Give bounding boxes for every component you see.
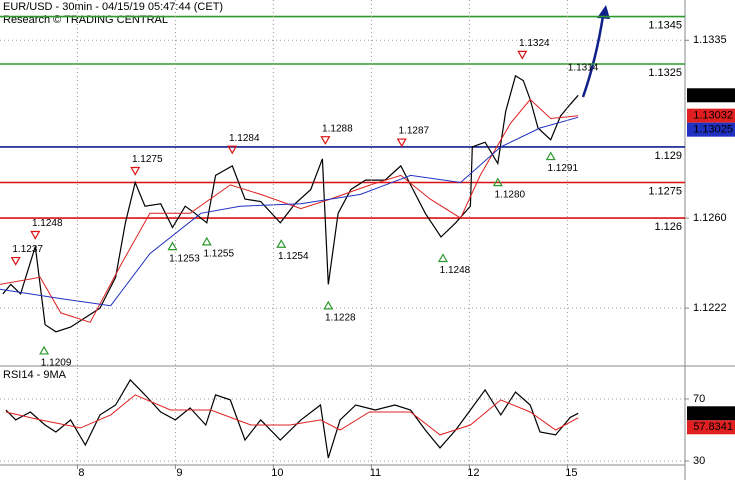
price-label: 1.1314 [568,63,599,74]
last-value-label: 60.7474 [693,407,733,419]
high-label: 1.1287 [398,126,429,137]
rsi-title: RSI14 - 9MA [3,369,67,381]
series-line [5,394,579,436]
last-value-label: 1.13118 [694,89,733,101]
y-tick-label: 1.1335 [693,34,727,46]
arrow-shaft [581,15,605,98]
high-label: 1.1275 [132,154,163,165]
low-marker [201,236,212,246]
x-tick-label: 11 [370,467,381,479]
low-label: 1.1254 [278,251,309,262]
low-marker [492,177,503,187]
level-label: 1.129 [654,150,682,162]
y-tick-label: 30 [693,455,705,467]
series-line [0,116,579,307]
low-label: 1.1280 [495,189,526,200]
low-label: 1.1291 [547,163,578,174]
last-value-box [687,108,735,123]
level-label: 1.126 [654,221,682,233]
high-marker [396,138,407,148]
series-line [0,98,579,323]
x-tick-label: 10 [271,467,283,479]
x-tick-label: 9 [176,467,182,479]
level-label: 1.1345 [648,19,682,31]
chart-subtitle: Research © TRADING CENTRAL [3,14,168,26]
high-marker [227,145,238,155]
x-tick-label: 15 [565,467,577,479]
low-marker [39,345,50,355]
x-tick-label: 12 [467,467,479,479]
low-marker [276,239,287,248]
last-value-box [687,420,735,435]
low-label: 1.1255 [203,249,234,260]
high-label: 1.1284 [229,133,260,144]
forecast-arrow [581,5,610,98]
series-line [2,74,579,333]
y-tick-label: 1.1260 [693,212,727,224]
low-marker [167,241,178,251]
chart-title: EUR/USD - 30min - 04/15/19 05:47:44 (CET… [3,1,223,13]
level-label: 1.1325 [648,67,682,79]
low-marker [437,253,448,263]
low-marker [323,300,334,310]
high-marker [30,230,41,240]
last-value-box [687,406,735,421]
level-label: 1.1275 [648,185,682,197]
high-label: 1.1248 [32,218,63,229]
high-label: 1.1237 [12,244,43,255]
y-tick-label: 70 [693,393,705,405]
low-label: 1.1253 [169,253,200,264]
low-label: 1.1228 [325,313,356,324]
arrow-head [597,5,610,19]
last-value-label: 1.13025 [693,124,733,136]
low-label: 1.1209 [41,358,72,369]
high-marker [517,50,528,60]
y-tick-label: 1.1222 [693,302,727,314]
low-label: 1.1248 [440,265,471,276]
last-value-label: 57.8341 [693,421,733,433]
high-label: 1.1288 [322,123,353,134]
series-line [5,378,579,459]
high-marker [10,256,21,266]
last-value-box [687,88,735,103]
high-marker [320,136,331,145]
high-marker [130,166,141,176]
x-tick-label: 8 [78,467,84,479]
low-marker [545,151,556,161]
last-value-box [687,122,735,137]
last-value-label: 1.13032 [693,110,733,122]
high-label: 1.1324 [519,38,550,49]
